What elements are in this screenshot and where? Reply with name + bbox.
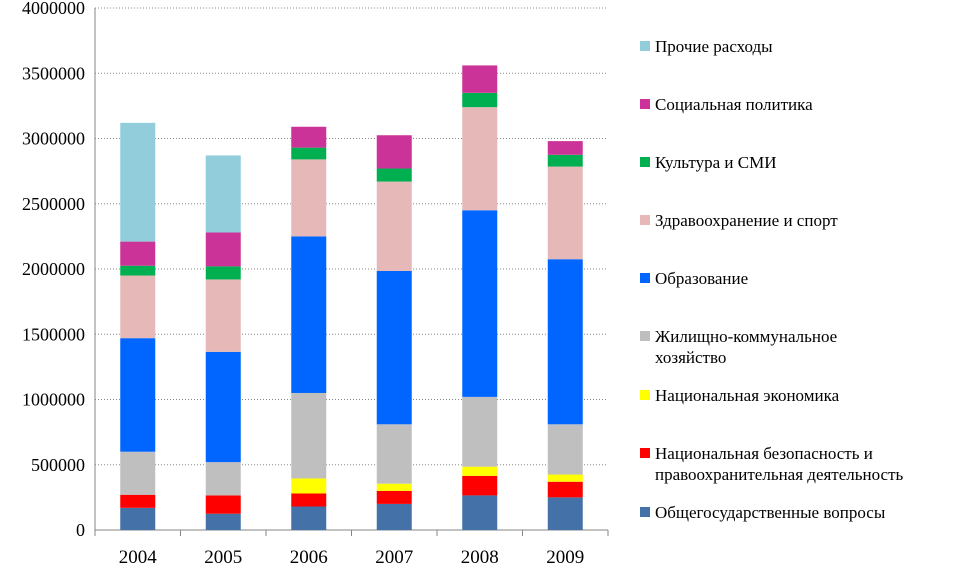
bar-segment: [547, 481, 583, 498]
bar-segment: [376, 503, 412, 530]
bar-segment: [462, 107, 498, 211]
bar-segment: [547, 259, 583, 425]
legend-label-economy: Национальная экономика: [655, 386, 840, 405]
bar-segment: [205, 513, 241, 530]
bar-segment: [120, 507, 156, 530]
y-tick-label: 4000000: [22, 0, 85, 18]
bar-segment: [291, 126, 327, 148]
legend-item-general: Общегосударственные вопросы: [640, 502, 885, 523]
legend-item-economy: Национальная экономика: [640, 385, 839, 406]
bar-segment: [205, 232, 241, 267]
legend-swatch-education: [640, 273, 650, 283]
y-tick-label: 3000000: [22, 129, 85, 149]
y-tick-label: 1500000: [22, 324, 85, 344]
legend-item-security: Национальная безопасность и правоохранит…: [640, 443, 903, 485]
bar-segment: [291, 236, 327, 393]
legend-item-social-policy: Социальная политика: [640, 94, 813, 115]
legend-swatch-social-policy: [640, 99, 650, 109]
bar-segment: [547, 166, 583, 260]
legend-label-social-policy: Социальная политика: [655, 95, 813, 114]
bar-segment: [462, 92, 498, 108]
bar-segment: [462, 210, 498, 397]
bar-segment: [291, 147, 327, 160]
bar-segment: [291, 159, 327, 237]
legend-label-culture: Культура и СМИ: [655, 153, 777, 172]
bar-segment: [376, 483, 412, 491]
x-tick-label: 2004: [119, 547, 158, 567]
bar-segment: [376, 270, 412, 425]
bar-segment: [120, 494, 156, 508]
chart-legend: Прочие расходы Социальная политика Культ…: [640, 0, 965, 567]
y-tick-label: 500000: [31, 455, 85, 475]
bar-segment: [120, 265, 156, 276]
bar-segment: [547, 154, 583, 167]
legend-swatch-economy: [640, 390, 650, 400]
y-tick-label: 2500000: [22, 194, 85, 214]
bar-segment: [462, 475, 498, 496]
x-tick-label: 2008: [461, 547, 499, 567]
legend-label-healthcare: Здравоохранение и спорт: [655, 211, 838, 230]
legend-swatch-culture: [640, 157, 650, 167]
bar-segment: [291, 506, 327, 530]
y-tick-label: 2000000: [22, 259, 85, 279]
x-tick-label: 2005: [204, 547, 242, 567]
y-tick-label: 1000000: [22, 390, 85, 410]
bar-segment: [462, 396, 498, 467]
legend-item-culture: Культура и СМИ: [640, 152, 776, 173]
bar-segment: [376, 490, 412, 504]
bar-segment: [205, 266, 241, 280]
bar-segment: [291, 493, 327, 507]
bar-segment: [120, 451, 156, 495]
y-tick-label: 0: [76, 520, 85, 540]
bar-segment: [376, 424, 412, 484]
legend-swatch-housing: [640, 331, 650, 341]
bar-segment: [205, 462, 241, 496]
legend-label-education: Образование: [655, 269, 749, 288]
bar-segment: [547, 497, 583, 530]
legend-swatch-general: [640, 507, 650, 517]
bar-segment: [376, 135, 412, 169]
bar-segment: [547, 474, 583, 482]
bar-segment: [547, 141, 583, 155]
bar-segment: [376, 181, 412, 271]
legend-label-other: Прочие расходы: [655, 37, 773, 56]
bar-segment: [205, 351, 241, 463]
bar-segment: [120, 241, 156, 266]
bar-segment: [205, 155, 241, 233]
legend-item-housing: Жилищно-коммунальное хозяйство: [640, 326, 837, 368]
x-tick-label: 2007: [375, 547, 413, 567]
stacked-bar-chart: 0 500000 1000000 1500000 2000000 2500000 30000…: [22, 0, 609, 567]
bar-segment: [120, 275, 156, 339]
legend-swatch-other: [640, 41, 650, 51]
bar-segment: [120, 122, 156, 242]
bar-segment: [291, 392, 327, 479]
x-tick-label: 2009: [546, 547, 584, 567]
x-tick-label: 2006: [290, 547, 328, 567]
bar-segment: [205, 279, 241, 352]
legend-label-general: Общегосударственные вопросы: [655, 503, 886, 522]
bar-segment: [205, 495, 241, 514]
legend-swatch-security: [640, 448, 650, 458]
legend-label-housing: Жилищно-коммунальное хозяйство: [655, 327, 838, 367]
legend-item-other: Прочие расходы: [640, 36, 773, 57]
bar-segment: [462, 65, 498, 93]
legend-swatch-healthcare: [640, 215, 650, 225]
y-tick-label: 3500000: [22, 63, 85, 83]
legend-label-security: Национальная безопасность и правоохранит…: [655, 444, 904, 484]
legend-item-healthcare: Здравоохранение и спорт: [640, 210, 838, 231]
bar-segment: [376, 168, 412, 182]
legend-item-education: Образование: [640, 268, 748, 289]
bar-segment: [120, 338, 156, 452]
bar-segment: [462, 495, 498, 530]
bar-segment: [462, 466, 498, 476]
bar-segment: [291, 478, 327, 494]
bar-segment: [547, 424, 583, 475]
